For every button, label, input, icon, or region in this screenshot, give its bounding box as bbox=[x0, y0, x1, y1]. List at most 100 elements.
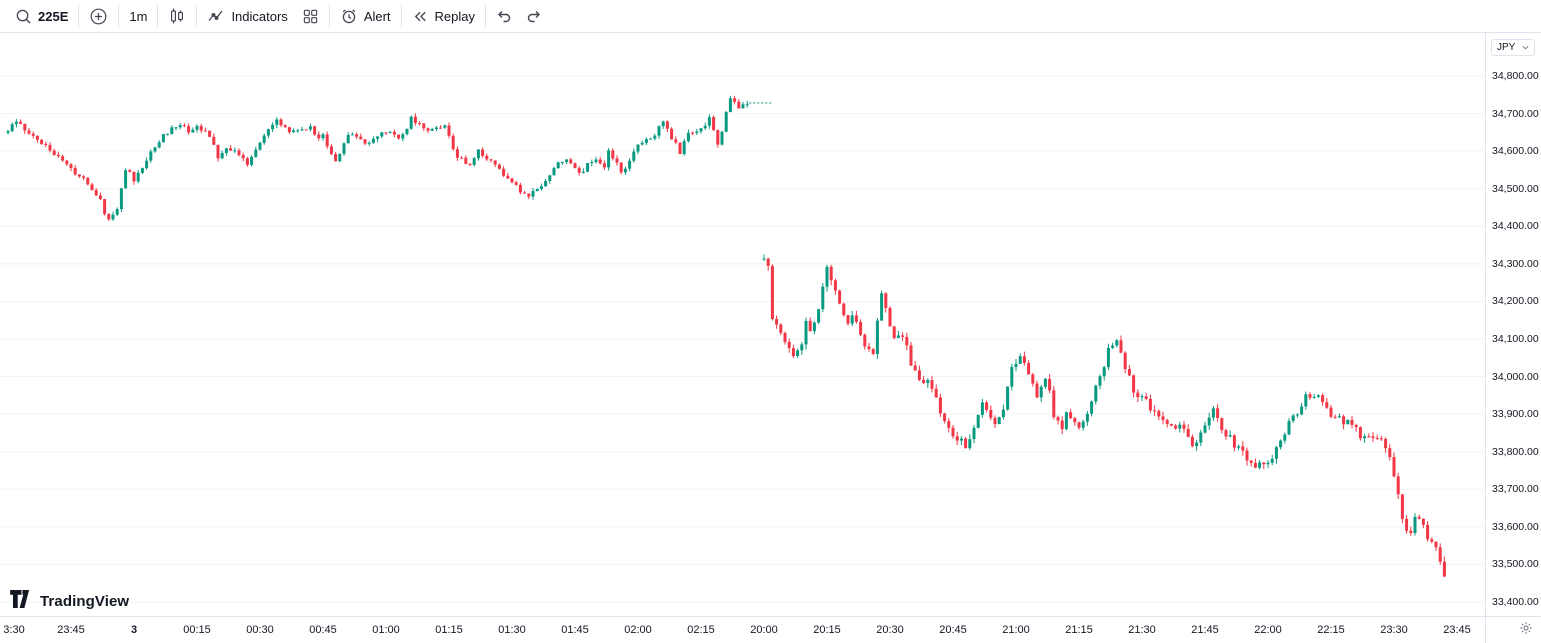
layout-grid-button[interactable] bbox=[295, 3, 326, 29]
compare-add-symbol-button[interactable] bbox=[82, 3, 115, 29]
candle-body bbox=[1279, 440, 1283, 448]
candle-body bbox=[107, 213, 111, 220]
time-label: 01:00 bbox=[372, 624, 400, 636]
candle-body bbox=[216, 144, 220, 159]
tradingview-logo[interactable]: TradingView bbox=[10, 590, 129, 613]
candle-body bbox=[640, 142, 644, 145]
gear-icon bbox=[1519, 622, 1533, 638]
candle-body bbox=[539, 186, 543, 189]
currency-button[interactable]: JPY bbox=[1491, 39, 1535, 56]
candle-body bbox=[90, 184, 94, 191]
candle-body bbox=[119, 188, 123, 210]
candle-body bbox=[1379, 438, 1383, 440]
undo-button[interactable] bbox=[489, 3, 519, 29]
price-label: 33,600.00 bbox=[1492, 520, 1539, 533]
symbol-name: 225E bbox=[38, 8, 69, 24]
candle-body bbox=[23, 123, 27, 131]
candle-body bbox=[846, 315, 850, 324]
candle-body bbox=[791, 348, 795, 357]
candle-body bbox=[812, 322, 816, 332]
candle-body bbox=[1144, 396, 1148, 399]
candle-body bbox=[909, 345, 913, 366]
time-label: 02:00 bbox=[624, 624, 652, 636]
price-axis[interactable]: JPY 34,800.00 34,700.00 34,600.00 34,500.00… bbox=[1485, 33, 1541, 643]
candle-body bbox=[1027, 362, 1031, 375]
toolbar-divider bbox=[328, 5, 330, 27]
candle-body bbox=[1115, 340, 1119, 346]
redo-button[interactable] bbox=[519, 3, 549, 29]
price-label: 34,500.00 bbox=[1492, 182, 1539, 195]
candle-body bbox=[1270, 458, 1274, 463]
candle-body bbox=[77, 174, 81, 177]
time-label: 22:15 bbox=[1317, 624, 1345, 636]
candle-body bbox=[699, 128, 703, 132]
candle-body bbox=[1199, 432, 1203, 443]
price-label: 34,400.00 bbox=[1492, 220, 1539, 233]
candle-body bbox=[1178, 424, 1182, 429]
candle-body bbox=[1090, 401, 1094, 414]
interval-button[interactable]: 1m bbox=[122, 3, 154, 29]
candle-body bbox=[1014, 363, 1018, 368]
candle-body bbox=[1010, 367, 1014, 387]
candle-body bbox=[1325, 402, 1329, 408]
time-label: 20:30 bbox=[876, 624, 904, 636]
time-axis[interactable]: 3:30 23:45 3 00:15 00:30 00:45 01:00 01:15 01:30… bbox=[0, 616, 1541, 643]
candle-body bbox=[346, 135, 350, 144]
candle-body bbox=[313, 126, 317, 135]
candle-body bbox=[775, 318, 779, 325]
candle-body bbox=[485, 155, 489, 160]
candle-body bbox=[724, 112, 728, 132]
candle-body bbox=[14, 121, 18, 125]
candle-body bbox=[1329, 407, 1333, 417]
candle-body bbox=[481, 149, 485, 156]
candle-body bbox=[770, 265, 774, 319]
indicators-button[interactable]: Indicators bbox=[200, 3, 294, 29]
replay-button[interactable]: Replay bbox=[405, 3, 482, 29]
alert-button[interactable]: Alert bbox=[333, 3, 398, 29]
settings-gear-button[interactable] bbox=[1519, 621, 1533, 638]
candle-body bbox=[1018, 356, 1022, 364]
candle-body bbox=[985, 402, 989, 410]
candle-body bbox=[418, 123, 422, 125]
candle-body bbox=[888, 307, 892, 327]
candle-body bbox=[800, 344, 804, 351]
candle-body bbox=[867, 346, 871, 350]
candle-body bbox=[35, 135, 39, 140]
candle-body bbox=[787, 341, 791, 349]
candle-body bbox=[1106, 347, 1110, 368]
candle-body bbox=[808, 320, 812, 332]
interval-label: 1m bbox=[129, 8, 148, 24]
time-label: 01:45 bbox=[561, 624, 589, 636]
candle-body bbox=[187, 126, 191, 133]
candle-body bbox=[1216, 408, 1220, 419]
candle-body bbox=[1077, 422, 1081, 428]
candle-body bbox=[455, 149, 459, 158]
candle-body bbox=[405, 128, 409, 135]
candle-body bbox=[510, 178, 514, 183]
candle-body bbox=[300, 129, 304, 131]
candle-body bbox=[388, 131, 392, 133]
candle-body bbox=[1085, 413, 1089, 422]
alarm-clock-icon bbox=[340, 7, 358, 25]
symbol-search-button[interactable]: 225E bbox=[8, 3, 75, 29]
candle-body bbox=[665, 121, 669, 129]
toolbar-divider bbox=[196, 5, 198, 27]
chart-style-button[interactable] bbox=[161, 3, 193, 29]
candle-body bbox=[61, 156, 65, 161]
candle-body bbox=[1300, 406, 1304, 415]
candle-body bbox=[460, 157, 464, 159]
chart-canvas[interactable] bbox=[0, 33, 1485, 616]
candle-body bbox=[237, 150, 241, 156]
candle-body bbox=[321, 134, 325, 139]
candle-body bbox=[1190, 436, 1194, 447]
candle-body bbox=[376, 136, 380, 139]
candle-body bbox=[804, 320, 808, 345]
candle-body bbox=[153, 147, 157, 152]
candle-body bbox=[245, 158, 249, 165]
candle-body bbox=[586, 163, 590, 172]
redo-arrow-icon bbox=[526, 8, 542, 24]
candle-body bbox=[1308, 394, 1312, 398]
price-label: 33,900.00 bbox=[1492, 408, 1539, 421]
chevron-down-icon bbox=[1522, 42, 1529, 53]
candle-body bbox=[1127, 369, 1131, 376]
